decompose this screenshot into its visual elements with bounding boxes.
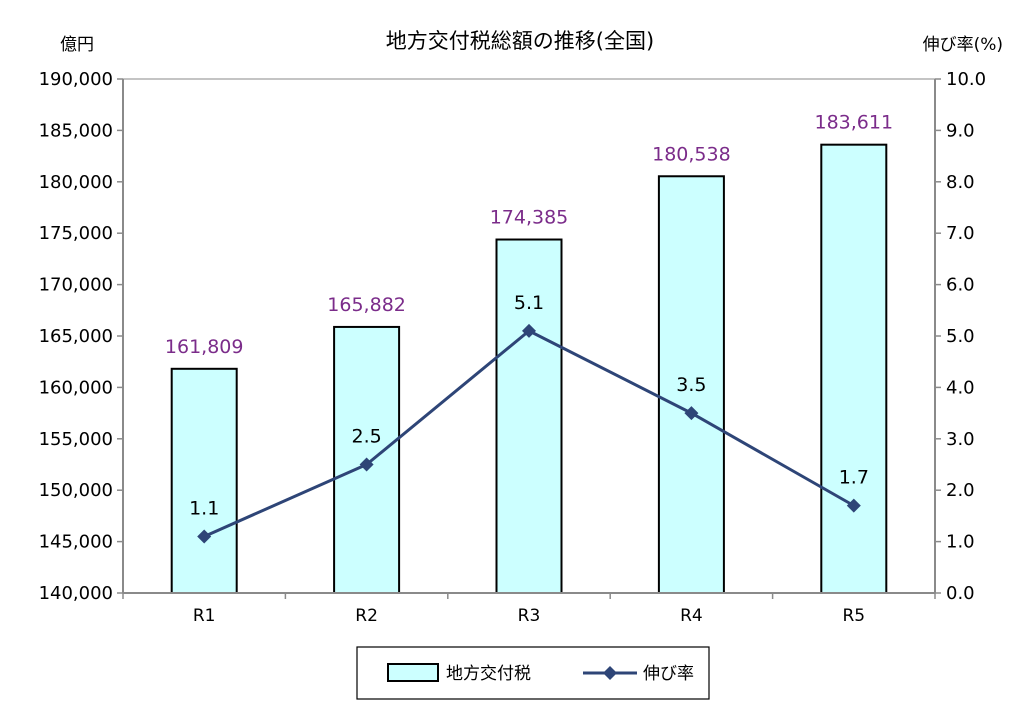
line-marker [846,498,861,513]
line-marker [522,323,536,338]
bar-value-label: 161,809 [165,336,244,358]
left-axis-tick-label: 145,000 [39,532,113,553]
left-axis-tick-label: 155,000 [39,429,113,450]
right-axis-tick-label: 4.0 [946,377,975,398]
right-axis-tick-label: 6.0 [946,275,975,296]
line-value-label: 5.1 [514,292,544,314]
left-axis-tick-label: 185,000 [39,120,113,141]
x-axis-category-label: R2 [355,606,378,626]
left-axis-tick-label: 190,000 [39,69,113,90]
line-value-label: 1.1 [189,497,219,519]
right-axis-unit: 伸び率(%) [923,35,1003,55]
legend-line-label: 伸び率 [643,664,694,684]
right-axis-tick-label: 2.0 [946,480,975,501]
legend: 地方交付税 伸び率 [356,646,710,700]
legend-line-marker [603,666,617,680]
left-axis-tick-label: 170,000 [39,275,113,296]
right-axis-tick-label: 3.0 [946,429,975,450]
legend-bar-label: 地方交付税 [446,664,531,684]
left-axis-tick-label: 165,000 [39,326,113,347]
right-axis-tick-label: 1.0 [946,532,975,553]
axes: 140,000 145,000 150,000 155,000 160,000 165,0… [39,69,987,626]
bar [170,367,238,594]
bar-series: 161,809 165,882 174,385 180,538 183,611 [165,112,894,595]
x-axis-category-label: R3 [518,606,541,626]
bar [657,175,725,595]
bar [495,238,563,595]
right-axis-tick-label: 9.0 [946,120,975,141]
line-series: 1.1 2.5 5.1 3.5 1.7 [189,292,869,544]
left-axis-unit: 億円 [60,35,94,55]
line-value-label: 2.5 [351,426,381,448]
right-axis-tick-label: 8.0 [946,172,975,193]
line-marker [684,406,699,421]
line-value-label: 1.7 [839,467,869,489]
right-axis-tick-label: 10.0 [946,69,986,90]
chart-title: 地方交付税総額の推移(全国) [386,29,654,53]
bar-value-label: 180,538 [652,143,731,165]
line-marker [359,457,374,472]
left-axis-tick-label: 160,000 [39,377,113,398]
x-axis-category-label: R4 [680,606,703,626]
line-marker [197,529,212,544]
bar-value-label: 165,882 [327,294,406,316]
left-axis-tick-label: 150,000 [39,480,113,501]
bar [820,143,888,594]
right-axis-tick-label: 5.0 [946,326,975,347]
right-axis-tick-label: 0.0 [946,583,975,604]
x-axis-category-label: R5 [842,606,865,626]
line-value-label: 3.5 [676,374,706,396]
right-axis-tick-label: 7.0 [946,223,975,244]
left-axis-tick-label: 180,000 [39,172,113,193]
bar-value-label: 183,611 [815,112,894,134]
legend-bar-swatch [387,663,439,682]
x-axis-category-label: R1 [193,606,216,626]
left-axis-tick-label: 175,000 [39,223,113,244]
left-axis-tick-label: 140,000 [39,583,113,604]
bar-value-label: 174,385 [490,207,569,229]
